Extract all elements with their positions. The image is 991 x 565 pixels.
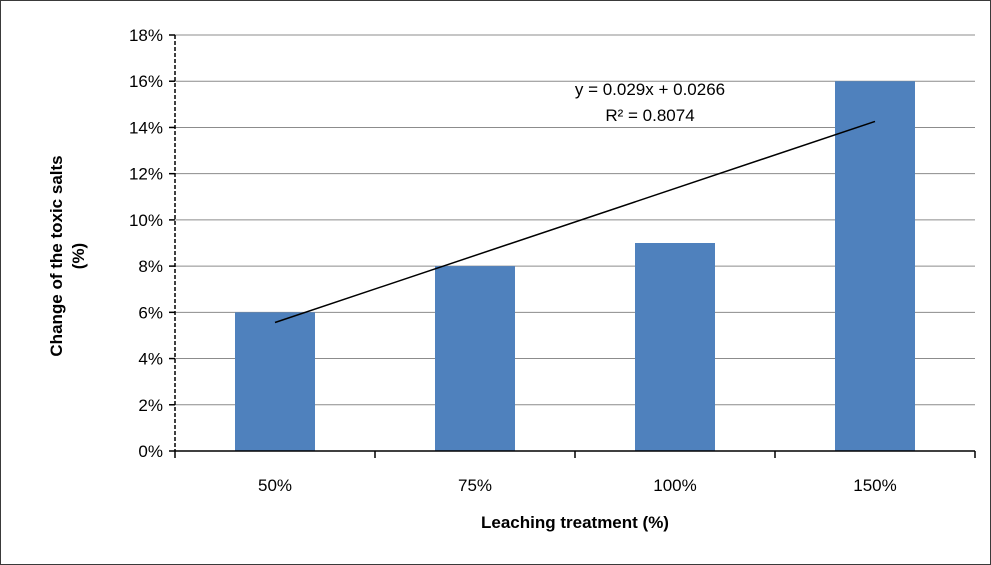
y-tick-label: 16%: [129, 72, 163, 91]
trendline-r-squared: R² = 0.8074: [605, 106, 694, 125]
bar: [435, 266, 515, 451]
trendline-equation: y = 0.029x + 0.0266: [575, 80, 725, 99]
bar: [835, 81, 915, 451]
x-tick-label: 150%: [853, 476, 896, 495]
x-tick-labels: 50% 75% 100% 150%: [258, 476, 897, 495]
y-tick-label: 12%: [129, 165, 163, 184]
y-tick-labels: 0% 2% 4% 6% 8% 10% 12% 14% 16% 18%: [129, 26, 163, 461]
y-axis-title-line1: Change of the toxic salts: [47, 155, 66, 356]
y-tick-label: 0%: [138, 442, 163, 461]
x-tick-label: 75%: [458, 476, 492, 495]
x-tick-label: 50%: [258, 476, 292, 495]
y-axis-title-line2: (%): [69, 243, 88, 269]
x-tick-label: 100%: [653, 476, 696, 495]
y-tick-label: 4%: [138, 350, 163, 369]
bars: [235, 81, 915, 451]
axes: [169, 34, 976, 458]
y-tick-label: 8%: [138, 257, 163, 276]
y-tick-label: 6%: [138, 303, 163, 322]
trendline: [274, 120, 876, 324]
bar: [235, 312, 315, 451]
y-tick-label: 10%: [129, 211, 163, 230]
x-axis-title: Leaching treatment (%): [481, 513, 669, 532]
bar: [635, 243, 715, 451]
y-tick-label: 18%: [129, 26, 163, 45]
trendline-group: [274, 120, 876, 324]
y-axis-title: Change of the toxic salts (%): [47, 155, 88, 356]
y-tick-label: 2%: [138, 396, 163, 415]
y-tick-label: 14%: [129, 118, 163, 137]
